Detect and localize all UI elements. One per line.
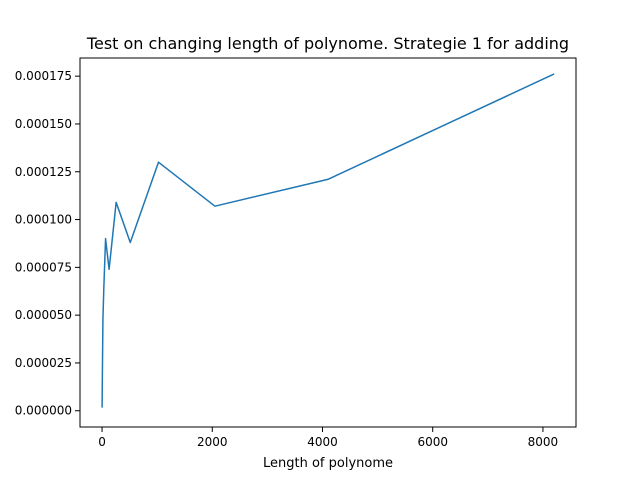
x-axis-label: Length of polynome (263, 456, 393, 471)
x-tick-label: 6000 (417, 435, 448, 449)
y-tick-label: 0.000175 (15, 69, 72, 83)
y-tick-label: 0.000050 (15, 308, 72, 322)
y-tick-label: 0.000025 (15, 356, 72, 370)
y-tick-label: 0.000100 (15, 213, 72, 227)
x-tick-label: 0 (98, 435, 106, 449)
y-tick-label: 0.000000 (15, 404, 72, 418)
y-tick-label: 0.000125 (15, 165, 72, 179)
x-tick-label: 4000 (307, 435, 338, 449)
y-tick-label: 0.000150 (15, 117, 72, 131)
y-tick-label: 0.000075 (15, 260, 72, 274)
x-tick-label: 8000 (528, 435, 559, 449)
x-tick-label: 2000 (197, 435, 228, 449)
chart-title: Test on changing length of polynome. Str… (86, 34, 569, 53)
